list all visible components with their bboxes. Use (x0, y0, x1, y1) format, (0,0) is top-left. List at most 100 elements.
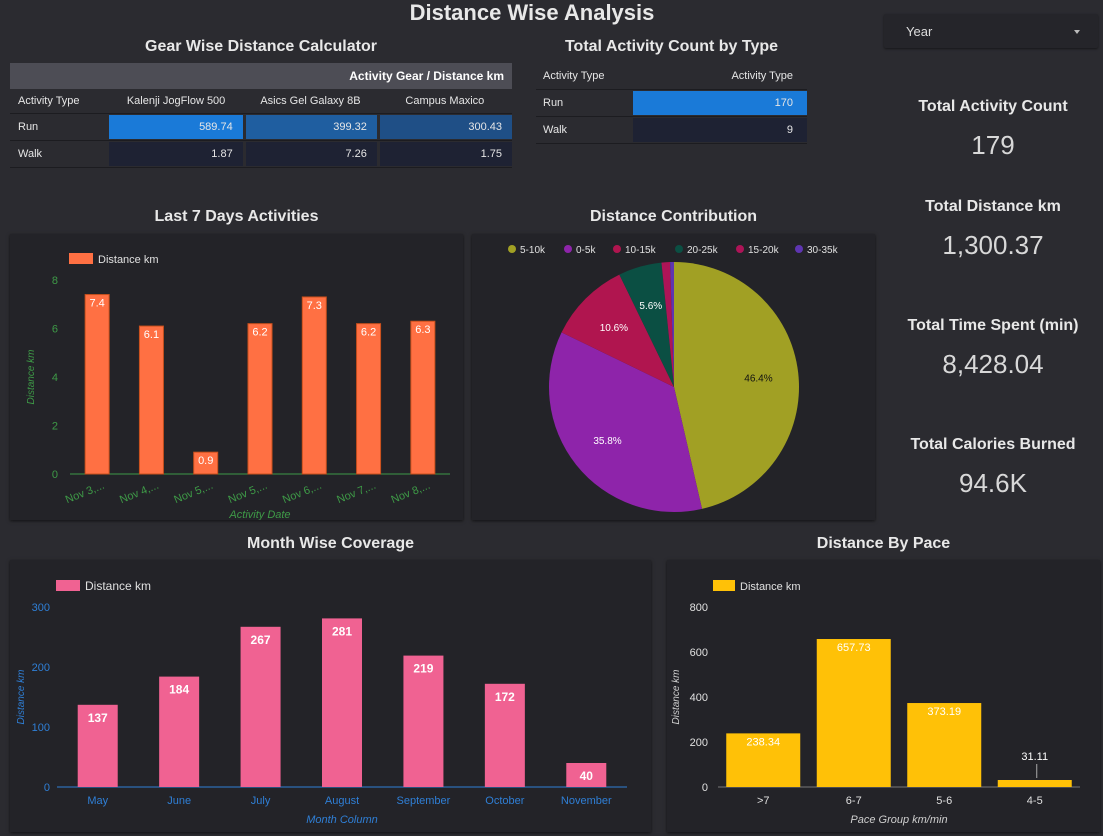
pace-chart-title: Distance By Pace (816, 535, 951, 552)
slice-label: 10.6% (600, 323, 628, 334)
bar (247, 323, 273, 475)
x-tick-label: June (167, 795, 191, 807)
year-select[interactable]: Year (884, 14, 1098, 48)
x-tick-label: >7 (757, 795, 770, 807)
x-axis-title: Activity Date (228, 509, 290, 520)
kpi-value: 1,300.37 (942, 230, 1044, 260)
y-axis-title: Distance km (26, 349, 37, 404)
chevron-down-icon (1074, 30, 1080, 34)
legend-label: 20-25k (687, 245, 719, 256)
gear-column-header[interactable]: Campus Maxico (405, 95, 485, 107)
gear-value-cell: 7.26 (245, 142, 377, 166)
row-header[interactable]: Activity Type (18, 95, 80, 107)
bar (193, 451, 219, 475)
gear-value-cell: 300.43 (379, 115, 512, 139)
pie-slice (549, 332, 703, 512)
gear-table-title: Gear Wise Distance Calculator (145, 38, 377, 55)
data-label: 137 (88, 711, 108, 725)
last7-bar-chart: 0 2 4 6 8 7.4 Nov 3,... 6.1 Nov 4,... 0.9 Nov 5,..… (10, 234, 463, 520)
kpi-total-distance: Total Distance km 1,300.37 (884, 198, 1102, 261)
x-tick-label: 5-6 (936, 795, 952, 807)
gear-value-cell: 1.87 (108, 142, 243, 166)
data-label: 373.19 (927, 706, 961, 718)
y-tick-label: 300 (32, 602, 50, 614)
x-tick-label: May (87, 795, 108, 807)
y-axis-title: Distance km (671, 669, 682, 724)
y-tick-label: 200 (690, 737, 708, 749)
bar (997, 780, 1072, 787)
kpi-label: Total Distance km (925, 198, 1061, 215)
data-label: 6.2 (252, 327, 267, 339)
column-header[interactable]: Activity Type (731, 70, 793, 82)
kpi-value: 179 (971, 130, 1015, 160)
pie-slice (661, 262, 674, 387)
y-tick-label: 100 (32, 722, 50, 734)
last7-chart-title: Last 7 Days Activities (154, 208, 319, 225)
legend-label: 10-15k (625, 245, 657, 256)
legend-swatch (736, 245, 744, 253)
data-label: 40 (580, 769, 594, 783)
legend-label: Distance km (98, 254, 159, 266)
gear-value-cell: 399.32 (245, 115, 377, 139)
x-tick-label: 4-5 (1027, 795, 1043, 807)
y-tick-label: 800 (690, 602, 708, 614)
bar (816, 639, 891, 787)
pie-slice (619, 262, 674, 387)
distance-pie-chart: 46.4% 35.8% 10.6% 5.6% 5-10k 0-5k 10-15k 20-25k… (472, 234, 875, 520)
pie-slice (670, 262, 674, 387)
x-tick-label: 6-7 (846, 795, 862, 807)
gear-value-cell: 1.75 (379, 142, 512, 166)
y-tick-label: 0 (702, 782, 708, 794)
legend-swatch (713, 580, 735, 591)
x-tick-label: Nov 5,... (172, 480, 214, 506)
gear-value-cell: 589.74 (108, 115, 243, 139)
kpi-total-calories: Total Calories Burned 94.6K (884, 436, 1102, 499)
legend-label: 0-5k (576, 245, 596, 256)
data-label: 31.11 (1021, 751, 1048, 763)
y-tick-label: 200 (32, 662, 50, 674)
kpi-value: 94.6K (959, 468, 1027, 498)
y-tick-label: 400 (690, 692, 708, 704)
kpi-label: Total Time Spent (min) (907, 317, 1079, 334)
month-bar-chart: 0 100 200 300 137 May 184 June 267 July 281 August 2… (10, 560, 651, 832)
x-tick-label: Nov 6,... (281, 480, 323, 506)
data-label: 0.9 (198, 455, 213, 467)
x-axis-title: Pace Group km/min (850, 814, 947, 826)
row-label: Walk (18, 148, 43, 160)
kpi-value: 8,428.04 (942, 349, 1044, 379)
bar (138, 325, 164, 475)
legend-label: Distance km (740, 581, 801, 593)
gear-group-header[interactable]: Activity Gear / Distance km (10, 63, 512, 89)
bar (726, 733, 801, 787)
legend-label: 15-20k (748, 245, 780, 256)
bar (907, 703, 982, 787)
x-tick-label: Nov 5,... (227, 480, 269, 506)
x-tick-label: September (397, 795, 451, 807)
data-label: 6.1 (144, 329, 159, 341)
bar (410, 320, 436, 475)
x-tick-label: Nov 8,... (390, 480, 432, 506)
gear-column-header[interactable]: Kalenji JogFlow 500 (126, 95, 226, 107)
slice-label: 35.8% (593, 436, 621, 447)
bar (322, 618, 362, 787)
bar (356, 323, 382, 475)
kpi-total-activity-count: Total Activity Count 179 (884, 98, 1102, 161)
gear-distance-table: Activity Gear / Distance km Activity Typ… (10, 63, 512, 168)
data-label: 6.2 (361, 327, 376, 339)
x-tick-label: November (561, 795, 612, 807)
data-label: 281 (332, 624, 352, 638)
data-label: 238.34 (746, 736, 780, 748)
count-value-cell: 170 (632, 91, 807, 115)
slice-label: 46.4% (744, 373, 772, 384)
table-row: Run 170 (536, 90, 807, 117)
gear-column-header[interactable]: Asics Gel Galaxy 8B (260, 95, 361, 107)
y-tick-label: 2 (52, 421, 58, 433)
column-header[interactable]: Activity Type (543, 70, 605, 82)
row-label: Run (543, 97, 564, 109)
legend-label: 5-10k (520, 245, 546, 256)
data-label: 7.4 (89, 298, 104, 310)
y-tick-label: 600 (690, 647, 708, 659)
data-label: 219 (413, 662, 433, 676)
table-row: Walk 9 (536, 117, 807, 144)
row-label: Run (18, 121, 39, 133)
